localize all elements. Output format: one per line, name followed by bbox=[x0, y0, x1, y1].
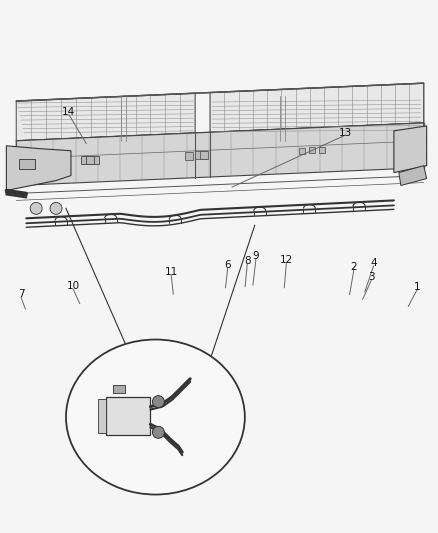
Text: 3: 3 bbox=[368, 272, 374, 282]
Text: 2: 2 bbox=[350, 262, 357, 271]
Text: 10: 10 bbox=[67, 281, 80, 291]
Text: 13: 13 bbox=[339, 128, 352, 138]
Bar bbox=[81, 156, 99, 164]
Ellipse shape bbox=[66, 340, 245, 495]
Text: 1: 1 bbox=[414, 281, 420, 292]
Polygon shape bbox=[399, 166, 427, 185]
Bar bbox=[113, 385, 125, 393]
Polygon shape bbox=[394, 126, 427, 173]
Bar bbox=[185, 152, 193, 160]
Text: 6: 6 bbox=[224, 261, 231, 270]
Text: 12: 12 bbox=[280, 255, 293, 264]
Bar bbox=[300, 148, 305, 154]
Polygon shape bbox=[16, 123, 424, 185]
Circle shape bbox=[50, 203, 62, 214]
Text: 8: 8 bbox=[244, 256, 251, 266]
Bar bbox=[309, 147, 315, 154]
Bar bbox=[106, 397, 150, 435]
Bar bbox=[319, 147, 325, 153]
Bar bbox=[98, 399, 106, 433]
Text: 4: 4 bbox=[370, 258, 377, 268]
Polygon shape bbox=[7, 146, 71, 190]
Bar bbox=[200, 151, 208, 159]
Circle shape bbox=[152, 395, 164, 408]
Text: 9: 9 bbox=[253, 251, 259, 261]
Polygon shape bbox=[16, 93, 195, 141]
Text: 11: 11 bbox=[165, 267, 178, 277]
Bar bbox=[86, 156, 94, 164]
Text: 7: 7 bbox=[18, 289, 24, 299]
Circle shape bbox=[152, 426, 164, 438]
Polygon shape bbox=[210, 83, 424, 132]
Circle shape bbox=[30, 203, 42, 214]
Bar bbox=[19, 159, 35, 168]
Text: 14: 14 bbox=[62, 107, 75, 117]
Bar bbox=[195, 151, 207, 159]
